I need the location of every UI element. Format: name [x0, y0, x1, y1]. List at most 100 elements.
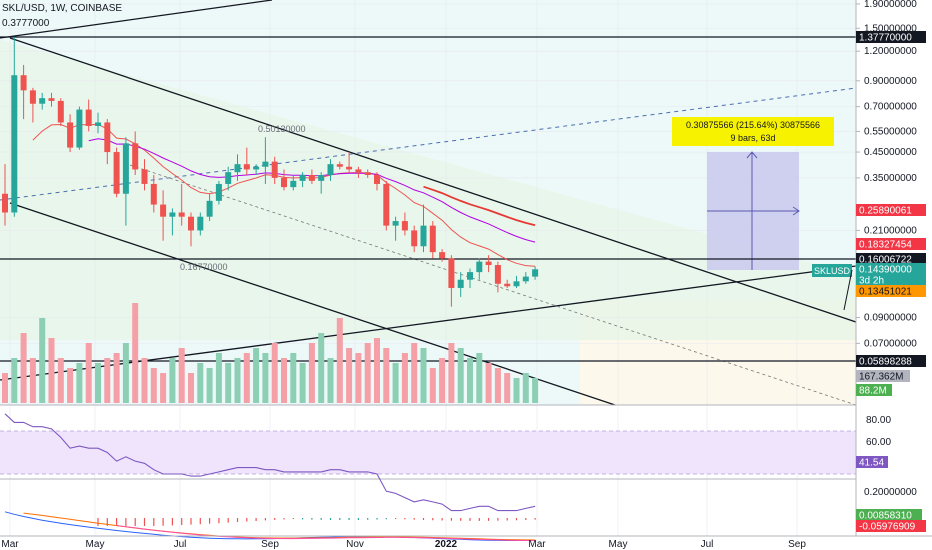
candle-body [271, 161, 278, 178]
candle-body [113, 152, 120, 194]
candle-body [76, 109, 83, 148]
price-label-text: 0.18327454 [859, 240, 912, 251]
price-axis[interactable]: 1.90000000 1.50000000 1.20000000 0.90000000… [856, 0, 917, 349]
macd-histogram-bar [432, 518, 434, 521]
symbol-tag [812, 264, 852, 277]
macd-histogram-bar [376, 518, 378, 520]
macd-histogram-bar [385, 518, 387, 520]
candle-body [401, 221, 408, 231]
y-tick-label: 0.90000000 [864, 76, 917, 87]
candle-body [11, 75, 18, 213]
candle-body [122, 143, 129, 194]
candle-body [299, 174, 306, 181]
candle-body [29, 90, 36, 104]
candle-body [95, 122, 101, 126]
macd-histogram [97, 518, 536, 526]
volume-bar [132, 303, 139, 403]
channel-upper-line[interactable] [9, 37, 857, 323]
volume-bar [522, 373, 529, 403]
candle-body [448, 258, 455, 288]
candle-body [253, 166, 260, 170]
macd-histogram-bar [404, 518, 406, 520]
macd-histogram-bar [534, 518, 536, 520]
volume-bar [308, 343, 315, 403]
volume-bar [281, 358, 287, 403]
price-label-text: 41.54 [859, 458, 884, 469]
y-tick-label: 0.07000000 [864, 338, 917, 349]
volume-bar [439, 358, 446, 403]
candle-body [522, 276, 529, 282]
price-label-text: 0.14390000 [859, 265, 912, 276]
macd-histogram-bar [320, 518, 322, 520]
time-axis[interactable]: Mar May Jul Sep Nov 2022 Mar May Jul Sep [1, 539, 806, 550]
price-label-text: 88.2M [859, 386, 887, 397]
volume-bar [355, 353, 362, 403]
candle-body [141, 169, 148, 184]
macd-histogram-bar [292, 518, 294, 520]
macd-tick-label: 0.20000000 [864, 487, 917, 498]
macd-histogram-bar [209, 518, 211, 524]
volume-bar [374, 338, 380, 403]
candle-body [494, 265, 501, 284]
volume-bar [318, 333, 325, 403]
volume-bar [234, 358, 241, 403]
price-label-black [856, 31, 926, 43]
macd-histogram-bar [413, 518, 415, 520]
candle-body [197, 216, 204, 231]
macd-histogram-bar [525, 518, 527, 520]
volume-bar [513, 378, 520, 403]
candle-body [243, 164, 250, 170]
candle-body [318, 174, 325, 181]
candle-body [392, 221, 399, 226]
macd-histogram-bar [153, 518, 155, 526]
macd-histogram-bar [116, 518, 118, 526]
volume-bar [299, 363, 306, 403]
channel-lower-line[interactable] [9, 202, 616, 406]
x-tick-label: Jul [701, 539, 714, 550]
y-tick-label: 0.70000000 [864, 102, 917, 113]
price-label-black [856, 253, 926, 265]
price-label-green [856, 384, 892, 396]
volume-bar [11, 358, 18, 403]
macd-histogram-bar [422, 518, 425, 520]
candle-body [485, 261, 492, 266]
x-tick-label: 2022 [435, 539, 458, 550]
candle-body [411, 230, 418, 247]
volume-bar [76, 363, 83, 403]
volume-bar [225, 363, 232, 403]
candle-body [327, 164, 334, 175]
candle-body [150, 183, 157, 205]
rsi-tick-label: 60.00 [866, 437, 891, 448]
volume-bar [150, 368, 157, 403]
candle-body [169, 212, 176, 217]
volume-bar [401, 353, 408, 403]
volume-bar [364, 343, 371, 403]
macd-signal-pink-line [116, 525, 536, 542]
x-tick-label: Sep [788, 539, 806, 550]
volume-bar [188, 373, 194, 403]
price-label-text: 1.37770000 [859, 33, 912, 44]
y-tick-label: 1.90000000 [864, 0, 917, 10]
volume-bar [48, 338, 55, 403]
macd-histogram-bar [357, 518, 359, 520]
x-tick-label: Sep [261, 539, 279, 550]
candle-body [262, 161, 269, 167]
volume-bar [327, 358, 334, 403]
candle-body [67, 122, 74, 148]
top-trend-line[interactable] [0, 0, 273, 39]
x-tick-label: Mar [1, 539, 19, 550]
candle-body [532, 269, 539, 277]
macd-histogram-bar [162, 518, 164, 526]
candle-body [178, 212, 185, 217]
candle-body [206, 200, 213, 217]
macd-histogram-bar [478, 518, 480, 521]
macd-histogram-bar [311, 518, 313, 520]
macd-histogram-bar [171, 518, 173, 526]
candle-body [48, 98, 55, 101]
volume-bar [169, 358, 176, 403]
channel-fill [0, 40, 856, 340]
dashed-trend-lower [129, 164, 857, 406]
y-tick-label: 0.21000000 [864, 225, 917, 236]
volume-bar [141, 358, 148, 403]
